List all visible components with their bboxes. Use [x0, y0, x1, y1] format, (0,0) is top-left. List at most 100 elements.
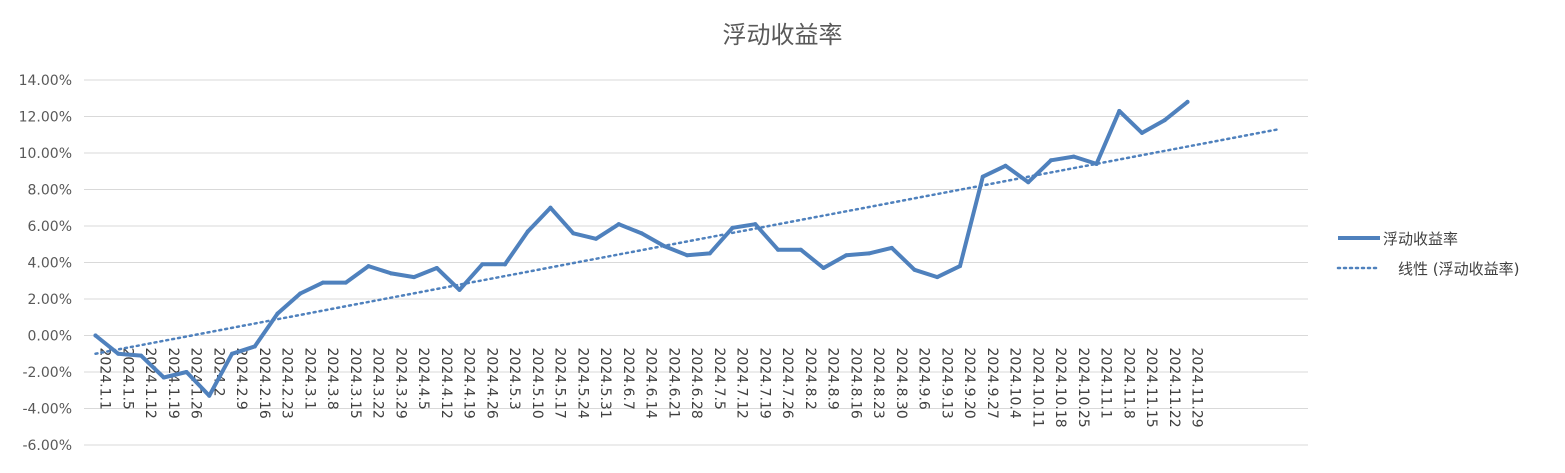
data-point: [980, 174, 985, 179]
x-tick-label: 2024.2.23: [279, 348, 295, 419]
data-point: [93, 333, 98, 338]
data-point: [1026, 180, 1031, 185]
data-point: [343, 280, 348, 285]
data-point: [139, 353, 143, 358]
x-tick-label: 2024.1.5: [119, 348, 135, 410]
x-tick-label: 2024.7.12: [734, 348, 750, 419]
x-tick-label: 2024.11.8: [1120, 348, 1136, 419]
data-point: [207, 393, 212, 398]
x-tick-label: 2024.5.17: [552, 348, 568, 419]
x-tick-label: 2024.8.2: [802, 348, 818, 410]
x-tick-label: 2024.3.8: [324, 348, 340, 410]
data-point: [366, 264, 371, 269]
data-point: [889, 245, 894, 250]
x-tick-label: 2024.3.22: [370, 348, 386, 419]
x-tick-label: 2024.4.5: [415, 348, 431, 410]
data-point: [935, 275, 940, 280]
x-tick-label: 2024.5.3: [506, 348, 522, 410]
y-tick-label: 14.00%: [19, 73, 72, 89]
data-point: [1185, 99, 1190, 104]
x-tick-label: 2024.6.28: [688, 348, 704, 419]
y-tick-label: 0.00%: [28, 329, 72, 345]
x-tick-label: 2024.3.1: [301, 348, 317, 410]
data-point: [616, 222, 621, 227]
x-tick-label: 2024.1.19: [165, 348, 181, 419]
legend-label-trend: 线性 (浮动收益率): [1398, 260, 1519, 278]
data-point: [594, 236, 598, 241]
data-point: [116, 351, 121, 356]
x-tick-label: 2024.4.19: [461, 348, 477, 419]
data-point: [867, 251, 871, 256]
x-tick-label: 2024.6.14: [643, 348, 659, 419]
data-point: [844, 253, 849, 258]
data-point: [230, 351, 234, 356]
data-point: [1049, 158, 1053, 163]
data-point: [252, 344, 257, 349]
x-tick-label: 2024.9.13: [938, 348, 954, 419]
data-point: [412, 275, 416, 280]
data-point: [662, 244, 667, 249]
data-point: [548, 205, 553, 210]
data-point: [389, 271, 394, 276]
data-point: [298, 291, 303, 296]
x-tick-label: 2024.10.4: [1007, 348, 1023, 419]
y-tick-label: 6.00%: [28, 219, 72, 235]
x-tick-label: 2024.3.15: [347, 348, 363, 419]
x-tick-label: 2024.7.19: [756, 348, 772, 419]
data-point: [753, 222, 758, 227]
data-point: [434, 265, 439, 270]
x-tick-label: 2024.2.9: [233, 348, 249, 410]
x-tick-label: 2024.6.21: [665, 348, 681, 419]
data-point: [503, 262, 507, 267]
data-point: [776, 247, 780, 252]
x-tick-label: 2024.5.24: [574, 348, 590, 419]
data-point: [1094, 161, 1099, 166]
data-point: [161, 375, 166, 380]
data-point: [798, 247, 803, 252]
y-tick-label: -6.00%: [22, 438, 72, 454]
y-tick-label: 4.00%: [28, 256, 72, 272]
y-tick-label: 12.00%: [19, 110, 72, 126]
data-point: [730, 225, 735, 230]
x-tick-label: 2024.7.5: [711, 348, 727, 410]
x-tick-label: 2024.9.6: [916, 348, 932, 410]
data-point: [1162, 118, 1167, 123]
x-tick-label: 2024.8.23: [870, 348, 886, 419]
y-tick-label: 2.00%: [28, 292, 72, 308]
trendline: [94, 128, 1280, 355]
data-point: [639, 231, 644, 236]
y-tick-label: 10.00%: [19, 146, 72, 162]
data-point: [1003, 163, 1008, 168]
x-tick-label: 2024.9.27: [984, 348, 1000, 419]
data-point: [707, 251, 712, 256]
x-tick-label: 2024.1.1: [97, 348, 113, 410]
x-tick-label: 2024.5.10: [529, 348, 545, 419]
x-tick-label: 2024.3.29: [392, 348, 408, 419]
y-tick-label: -2.00%: [22, 365, 72, 381]
x-tick-label: 2024.8.30: [893, 348, 909, 419]
x-tick-label: 2024.4.12: [438, 348, 454, 419]
data-point: [571, 231, 576, 236]
data-point: [480, 262, 485, 267]
chart-title: 浮动收益率: [722, 21, 843, 49]
data-point: [321, 280, 325, 285]
data-point: [912, 267, 917, 272]
x-tick-label: 2024.11.29: [1189, 348, 1205, 428]
x-tick-label: 2024.11.1: [1098, 348, 1114, 419]
x-tick-label: 2024.5.31: [597, 348, 613, 419]
data-point: [525, 229, 530, 234]
x-tick-label: 2024.6.7: [620, 348, 636, 410]
x-tick-label: 2024.8.9: [825, 348, 841, 410]
data-point: [1140, 130, 1144, 135]
data-point: [457, 287, 462, 292]
data-point: [821, 265, 826, 270]
x-tick-label: 2024.11.22: [1166, 348, 1182, 428]
data-point: [1071, 154, 1076, 159]
x-tick-label: 2024.4.26: [483, 348, 499, 419]
data-point: [275, 311, 280, 316]
data-point: [685, 253, 689, 258]
x-tick-label: 2024.2.16: [256, 348, 272, 419]
x-tick-label: 2024.10.25: [1075, 348, 1091, 428]
